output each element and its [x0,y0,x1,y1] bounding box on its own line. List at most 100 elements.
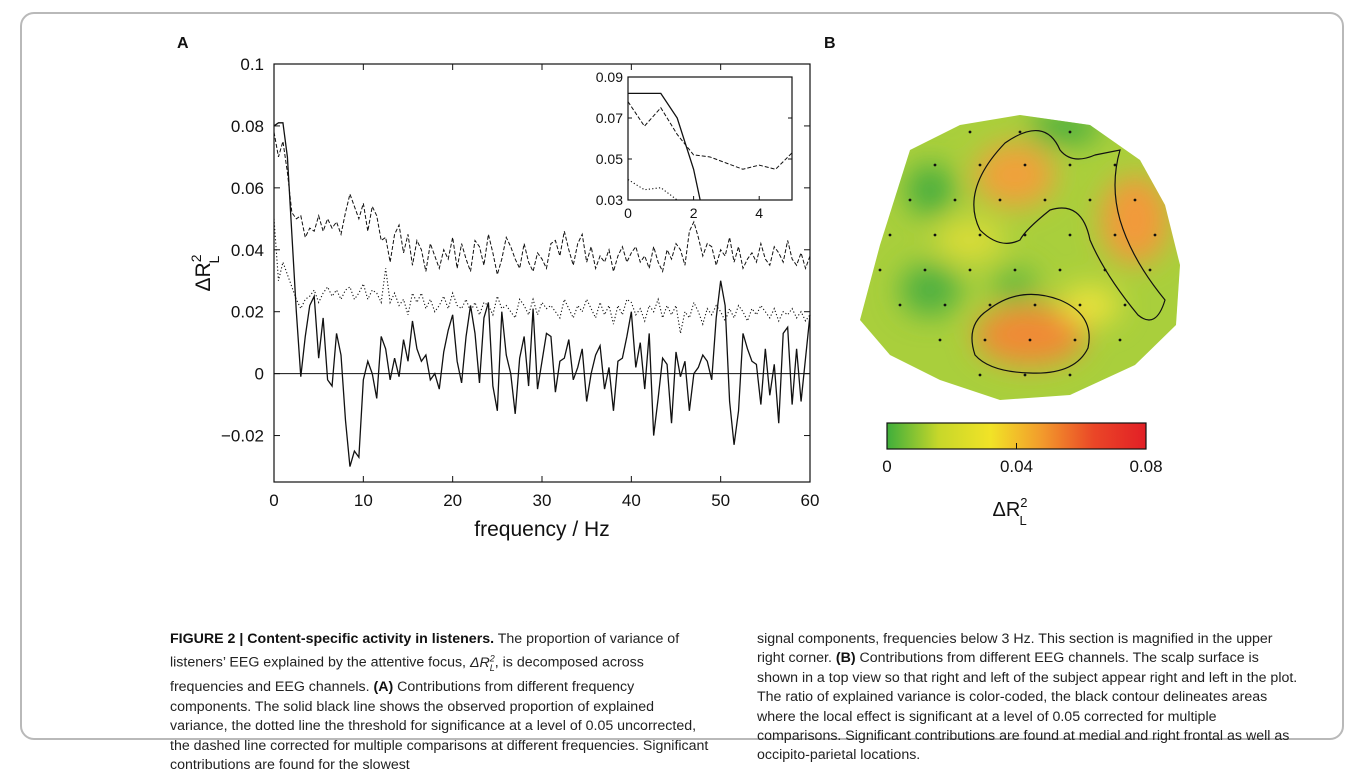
panel-b-label: B [824,35,836,52]
electrode-dot [1058,268,1062,272]
electrode-dot [1023,163,1027,167]
electrode-dot [1073,338,1077,342]
inset-x-tick-label-4: 4 [755,205,763,221]
electrode-dot [908,198,912,202]
scalp-heatmap [860,115,1180,400]
electrode-dot [1113,163,1117,167]
electrode-dot [1068,130,1072,134]
inset-y-tick-label-1: 0.05 [596,151,623,167]
electrode-dot [1078,303,1082,307]
electrode-dot [983,338,987,342]
y-tick-label-1: 0 [255,365,264,384]
colorbar-tick-label-1: 0.04 [1000,457,1033,476]
electrode-dots [878,130,1157,377]
inset-y-tick-label-3: 0.09 [596,69,623,85]
caption-column-1: FIGURE 2 | Content-specific activity in … [170,630,712,775]
x-tick-label-20: 20 [443,491,462,510]
y-tick-label-2: 0.02 [231,303,264,322]
panel-a-label: A [177,35,189,52]
colorbar-label: ΔR2 L [992,495,1027,528]
x-tick-label-40: 40 [622,491,641,510]
electrode-dot [1133,198,1137,202]
caption-text-1b: , is decomposed across frequencies and E… [170,655,644,696]
figure-page: A B 0 10 20 30 40 50 60 −0.02 0 0.02 0.04 0.06 0.08 0… [20,12,1344,773]
electrode-dot [923,268,927,272]
electrode-dot [1148,268,1152,272]
caption-delta-symbol: ΔR2L [469,653,495,673]
x-tick-label-10: 10 [354,491,373,510]
caption-a-label: (A) [373,679,394,696]
cool-center [993,267,1037,303]
warm-yellow-1 [1060,285,1120,325]
electrode-dot [978,163,982,167]
inset-series-solid [628,92,701,201]
cool-top [1029,115,1101,144]
hotspot-right [1101,176,1169,264]
y-tick-label-3: 0.04 [231,241,264,260]
hotspot-occipital [975,305,1085,365]
electrode-dot [968,130,972,134]
figure-frame [20,12,1344,740]
electrode-dot [978,233,982,237]
electrode-dot [938,338,942,342]
electrode-dot [988,303,992,307]
electrode-dot [933,163,937,167]
inset-chart: 0 2 4 0.03 0.05 0.07 0.09 [596,69,793,221]
cool-left-mid [900,264,960,316]
electrode-dot [968,268,972,272]
inset-x-tick-label-0: 0 [624,205,632,221]
electrode-dot [1068,233,1072,237]
series-dotted [273,218,811,334]
electrode-dot [1068,373,1072,377]
contour-occipital [971,293,1090,374]
electrode-dot [1013,268,1017,272]
x-tick-label-60: 60 [801,491,820,510]
x-axis-label: frequency / Hz [474,518,609,541]
electrode-dot [888,233,892,237]
panel-b-scalp-map: 0 0.04 0.08 ΔR2 L [860,115,1180,528]
electrode-dot [898,303,902,307]
y-tick-label-5: 0.08 [231,117,264,136]
inset-frame [627,76,793,201]
electrode-dot [1103,268,1107,272]
colorbar-tick-label-2: 0.08 [1129,457,1162,476]
series-dashed [273,132,811,275]
cool-left-front [906,164,954,216]
electrode-dot [978,373,982,377]
x-tick-label-50: 50 [711,491,730,510]
electrode-dot [998,198,1002,202]
electrode-dot [943,303,947,307]
inset-series-dotted [627,179,678,201]
electrode-dot [933,233,937,237]
electrode-dot [1043,198,1047,202]
inset-y-tick-label-0: 0.03 [596,192,623,208]
electrode-dot [1118,338,1122,342]
inset-series-dashed [627,101,793,170]
electrode-dot [1033,303,1037,307]
electrode-dot [1028,338,1032,342]
inset-x-tick-label-2: 2 [690,205,698,221]
y-tick-label-0: −0.02 [221,427,264,446]
electrode-dot [1023,233,1027,237]
caption-text-2c: Contributions from different EEG channel… [757,650,1298,764]
x-tick-label-0: 0 [269,491,278,510]
colorbar-tick-label-0: 0 [882,457,891,476]
y-axis-label: ΔR2 L [188,254,222,291]
electrode-dot [1123,303,1127,307]
series-solid [273,122,811,467]
electrode-dot [878,268,882,272]
electrode-dot [1088,198,1092,202]
x-tick-label-30: 30 [533,491,552,510]
y-tick-label-6: 0.1 [240,55,264,74]
electrode-dot [1068,163,1072,167]
contour-frontal [973,129,1166,321]
caption-text-2a: signal components, frequencies below 3 H… [757,631,1273,667]
electrode-dot [1153,233,1157,237]
y-tick-label-4: 0.06 [231,179,264,198]
panel-a-chart: 0 10 20 30 40 50 60−0.0200.020.040.060.080.1fr… [188,55,820,541]
inset-y-tick-label-2: 0.07 [596,110,623,126]
caption-text-1a: The proportion of variance of listeners’… [170,631,680,672]
caption-figure-label: FIGURE 2 | Content-specific activity in … [170,631,495,647]
colorbar-ticks: 0 0.04 0.08 [882,443,1163,476]
warm-yellow-2 [936,218,1004,262]
